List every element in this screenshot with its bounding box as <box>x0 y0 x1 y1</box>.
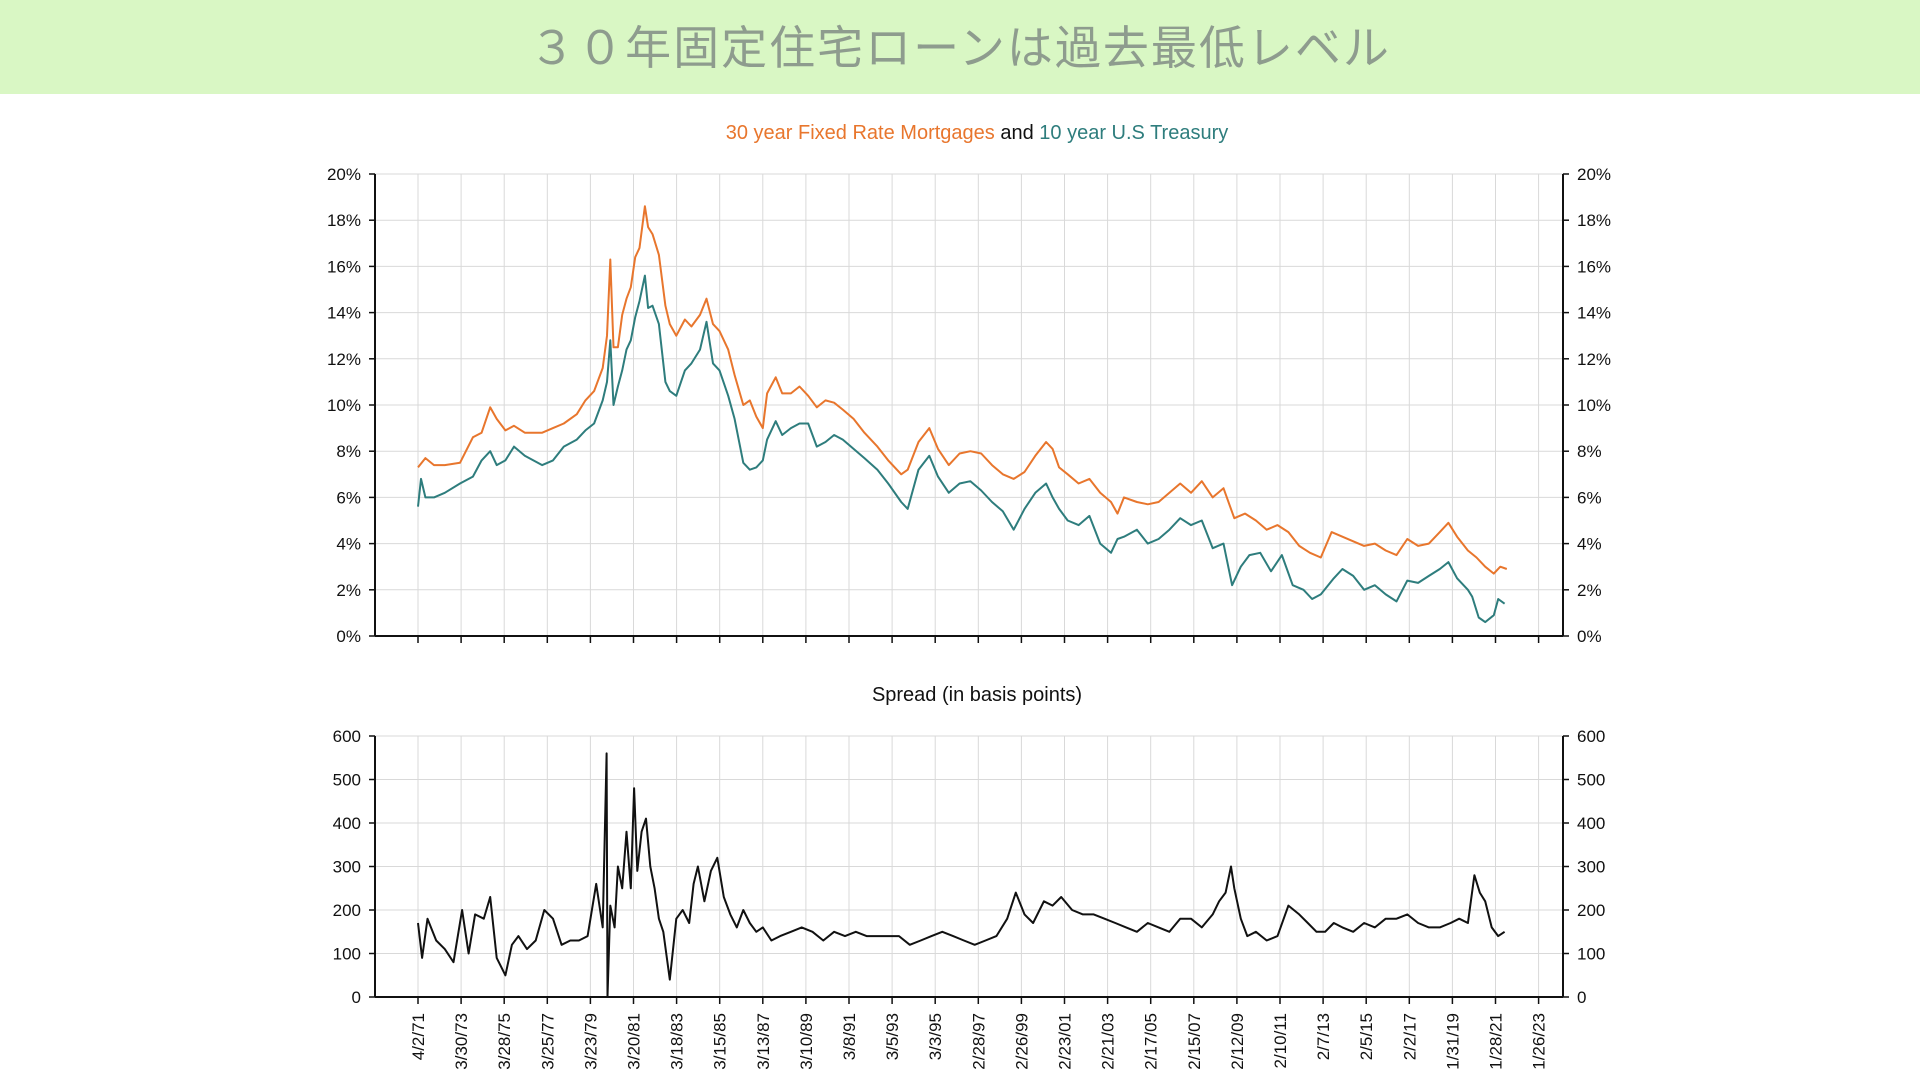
y-tick-label-left: 16% <box>327 257 361 276</box>
x-tick-label: 3/18/83 <box>668 1013 687 1070</box>
y-tick-label-right: 600 <box>1577 727 1605 746</box>
x-tick-label: 2/5/15 <box>1357 1013 1376 1060</box>
x-tick-label: 3/20/81 <box>625 1013 644 1070</box>
banner-title: ３０年固定住宅ローンは過去最低レベル <box>529 21 1391 75</box>
y-tick-label-right: 8% <box>1577 442 1602 461</box>
chart-title-part: 10 year U.S Treasury <box>1039 122 1228 144</box>
y-tick-label-right: 12% <box>1577 350 1611 369</box>
spread-chart: 0 0 100 100 200 200 300 300 400 400 500 500 600 600 4/… <box>333 727 1606 1070</box>
y-tick-label-right: 500 <box>1577 771 1605 790</box>
series-line-0 <box>417 205 1508 575</box>
x-tick-label: 3/23/79 <box>581 1013 600 1070</box>
x-tick-label: 4/2/71 <box>409 1013 428 1060</box>
x-tick-label: 2/2/17 <box>1400 1013 1419 1060</box>
y-tick-label-right: 200 <box>1577 901 1605 920</box>
chart-title: 30 year Fixed Rate Mortgages and 10 year… <box>726 122 1228 144</box>
x-tick-label: 3/13/87 <box>754 1013 773 1070</box>
x-tick-label: 3/3/95 <box>926 1013 945 1060</box>
x-tick-label: 1/31/19 <box>1443 1013 1462 1070</box>
x-tick-label: 2/26/99 <box>1012 1013 1031 1070</box>
chart-title-part: 30 year Fixed Rate Mortgages <box>726 122 995 144</box>
y-tick-label-right: 10% <box>1577 396 1611 415</box>
y-tick-label-left: 300 <box>333 858 361 877</box>
x-tick-label: 3/8/91 <box>840 1013 859 1060</box>
title-banner <box>0 0 1920 94</box>
y-tick-label-right: 6% <box>1577 488 1602 507</box>
y-tick-label-right: 0 <box>1577 988 1586 1007</box>
y-tick-label-left: 18% <box>327 211 361 230</box>
y-tick-label-right: 18% <box>1577 211 1611 230</box>
y-tick-label-left: 2% <box>336 581 361 600</box>
y-tick-label-left: 0% <box>336 627 361 646</box>
y-tick-label-left: 200 <box>333 901 361 920</box>
x-tick-label: 2/21/03 <box>1099 1013 1118 1070</box>
y-tick-label-left: 0 <box>352 988 361 1007</box>
x-tick-label: 3/30/73 <box>452 1013 471 1070</box>
x-tick-label: 2/12/09 <box>1228 1013 1247 1070</box>
y-tick-label-right: 20% <box>1577 165 1611 184</box>
y-tick-label-left: 8% <box>336 442 361 461</box>
y-tick-label-left: 10% <box>327 396 361 415</box>
y-tick-label-left: 500 <box>333 771 361 790</box>
y-tick-label-right: 2% <box>1577 581 1602 600</box>
spread-title: Spread (in basis points) <box>872 684 1082 706</box>
rates-chart: 0% 0% 2% 2% 4% 4% 6% 6% 8% 8% 10% 10% 12% 12% 14% 14% 16… <box>327 165 1611 646</box>
y-tick-label-right: 400 <box>1577 814 1605 833</box>
y-tick-label-right: 14% <box>1577 304 1611 323</box>
x-tick-label: 1/28/21 <box>1487 1013 1506 1070</box>
x-tick-label: 1/26/23 <box>1530 1013 1549 1070</box>
chart-area: 30 year Fixed Rate Mortgages and 10 year… <box>327 122 1611 1070</box>
y-tick-label-left: 100 <box>333 945 361 964</box>
x-tick-label: 2/15/07 <box>1185 1013 1204 1070</box>
x-tick-label: 3/10/89 <box>797 1013 816 1070</box>
y-tick-label-right: 4% <box>1577 535 1602 554</box>
x-tick-label: 2/10/11 <box>1271 1013 1290 1068</box>
y-tick-label-left: 20% <box>327 165 361 184</box>
series-line-0 <box>417 752 1506 998</box>
y-tick-label-left: 4% <box>336 535 361 554</box>
x-tick-label: 2/17/05 <box>1142 1013 1161 1070</box>
y-tick-label-right: 100 <box>1577 945 1605 964</box>
y-tick-label-left: 12% <box>327 350 361 369</box>
y-tick-label-right: 300 <box>1577 858 1605 877</box>
y-tick-label-left: 6% <box>336 488 361 507</box>
y-tick-label-left: 600 <box>333 727 361 746</box>
chart-title-part: and <box>995 122 1039 144</box>
x-tick-label: 3/15/85 <box>711 1013 730 1070</box>
y-tick-label-right: 16% <box>1577 257 1611 276</box>
x-tick-label: 3/28/75 <box>495 1013 514 1070</box>
x-tick-label: 2/7/13 <box>1314 1013 1333 1060</box>
series-line-1 <box>417 274 1506 624</box>
y-tick-label-left: 400 <box>333 814 361 833</box>
x-tick-label: 3/25/77 <box>538 1013 557 1070</box>
y-tick-label-left: 14% <box>327 304 361 323</box>
x-tick-label: 2/28/97 <box>969 1013 988 1070</box>
x-tick-label: 3/5/93 <box>883 1013 902 1060</box>
x-tick-label: 2/23/01 <box>1056 1013 1075 1070</box>
y-tick-label-right: 0% <box>1577 627 1602 646</box>
